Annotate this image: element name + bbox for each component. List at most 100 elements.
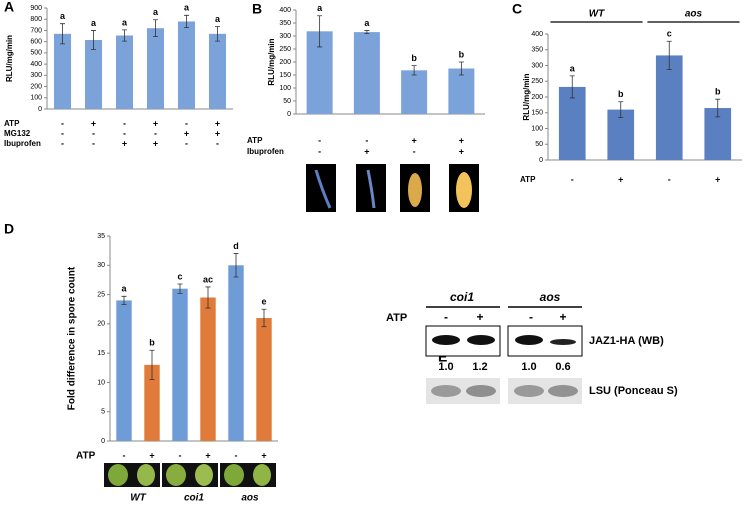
panel-letter: E: [438, 349, 447, 365]
y-tick-label: 150: [531, 110, 543, 117]
y-tick-label: 30: [97, 262, 105, 269]
bar: [607, 109, 635, 160]
y-tick-label: 0: [287, 111, 291, 118]
error-bar: [411, 65, 417, 76]
panel-letter: D: [4, 221, 14, 237]
row-label: Ibuprofen: [4, 139, 41, 148]
y-axis-label: RLU/mg/min: [522, 73, 531, 120]
sign: -: [318, 135, 321, 145]
group-label: WT: [589, 9, 605, 20]
error-bar: [149, 349, 155, 380]
y-axis-label: RLU/mg/min: [5, 35, 14, 82]
y-tick-label: 350: [531, 47, 543, 54]
y-tick-label: 250: [531, 78, 543, 85]
y-tick-label: 50: [283, 98, 291, 105]
error-bar: [666, 40, 672, 70]
sign: +: [411, 135, 416, 145]
sign: -: [529, 310, 533, 324]
y-tick-label: 200: [30, 83, 42, 90]
sign: +: [215, 128, 220, 138]
error-bar: [122, 29, 127, 42]
quantity: 1.0: [521, 361, 536, 373]
y-tick-label: 100: [531, 125, 543, 132]
error-bar: [177, 283, 183, 294]
significance-letter: c: [667, 29, 672, 39]
sign: +: [149, 450, 154, 460]
error-bar: [715, 98, 721, 118]
y-tick-label: 100: [30, 95, 42, 102]
group-label: aos: [540, 290, 561, 304]
sign: -: [123, 128, 126, 138]
sign: -: [185, 138, 188, 148]
group-label: aos: [241, 493, 259, 504]
significance-letter: a: [121, 284, 127, 294]
error-bar: [205, 286, 211, 309]
bar: [558, 86, 586, 160]
error-bar: [569, 75, 575, 99]
y-tick-label: 300: [30, 72, 42, 79]
group-label: coi1: [184, 493, 204, 504]
error-bar: [233, 253, 239, 278]
error-bar: [458, 61, 464, 76]
error-bar: [215, 26, 220, 42]
y-tick-label: 15: [97, 350, 105, 357]
blot: E coi1 aos ATP - + - + JAZ1-HA (WB) 1.0 …: [386, 290, 678, 404]
band-label: LSU (Ponceau S): [589, 385, 678, 397]
y-tick-label: 50: [535, 141, 543, 148]
significance-letter: a: [153, 7, 159, 17]
y-tick-label: 300: [531, 62, 543, 69]
sign: -: [185, 118, 188, 128]
sign: -: [444, 310, 448, 324]
bar: [448, 68, 475, 114]
bar: [115, 35, 134, 109]
band-label: JAZ1-HA (WB): [589, 335, 664, 347]
row-label: ATP: [247, 136, 263, 145]
quantity: 1.2: [472, 361, 487, 373]
significance-letter: a: [570, 63, 576, 73]
sign: -: [154, 128, 157, 138]
y-tick-label: 600: [30, 39, 42, 46]
sign: +: [459, 135, 464, 145]
sign: +: [122, 138, 127, 148]
sign: -: [413, 146, 416, 156]
sign: +: [559, 310, 566, 324]
error-bar: [618, 101, 624, 118]
y-tick-label: 0: [101, 438, 105, 445]
y-tick-label: 400: [531, 31, 543, 38]
significance-letter: a: [60, 11, 66, 21]
group-label: WT: [130, 493, 146, 504]
sign: +: [184, 128, 189, 138]
bar: [144, 364, 160, 441]
bar: [256, 318, 272, 441]
y-tick-label: 900: [30, 5, 42, 12]
panel-letter: A: [4, 0, 14, 15]
sign: -: [571, 174, 574, 184]
sign: -: [92, 138, 95, 148]
sign: +: [459, 146, 464, 156]
significance-letter: a: [364, 18, 370, 28]
group-label: coi1: [450, 290, 474, 304]
significance-letter: e: [261, 297, 266, 307]
y-tick-label: 0: [38, 106, 42, 113]
significance-letter: b: [149, 338, 155, 348]
sign: -: [668, 174, 671, 184]
bar: [172, 288, 188, 441]
row-label: ATP: [520, 175, 536, 184]
y-tick-label: 0: [539, 157, 543, 164]
sign: -: [318, 146, 321, 156]
significance-letter: ac: [203, 274, 213, 284]
y-tick-label: 800: [30, 16, 42, 23]
significance-letter: c: [177, 271, 182, 281]
y-tick-label: 700: [30, 27, 42, 34]
y-tick-label: 5: [101, 409, 105, 416]
error-bar: [91, 30, 96, 50]
significance-letter: b: [459, 49, 465, 59]
significance-letter: d: [233, 241, 239, 251]
sign: -: [61, 118, 64, 128]
sign: -: [92, 128, 95, 138]
bar: [146, 28, 165, 110]
sign: +: [618, 174, 623, 184]
y-tick-label: 400: [279, 7, 291, 14]
bar: [401, 70, 428, 114]
